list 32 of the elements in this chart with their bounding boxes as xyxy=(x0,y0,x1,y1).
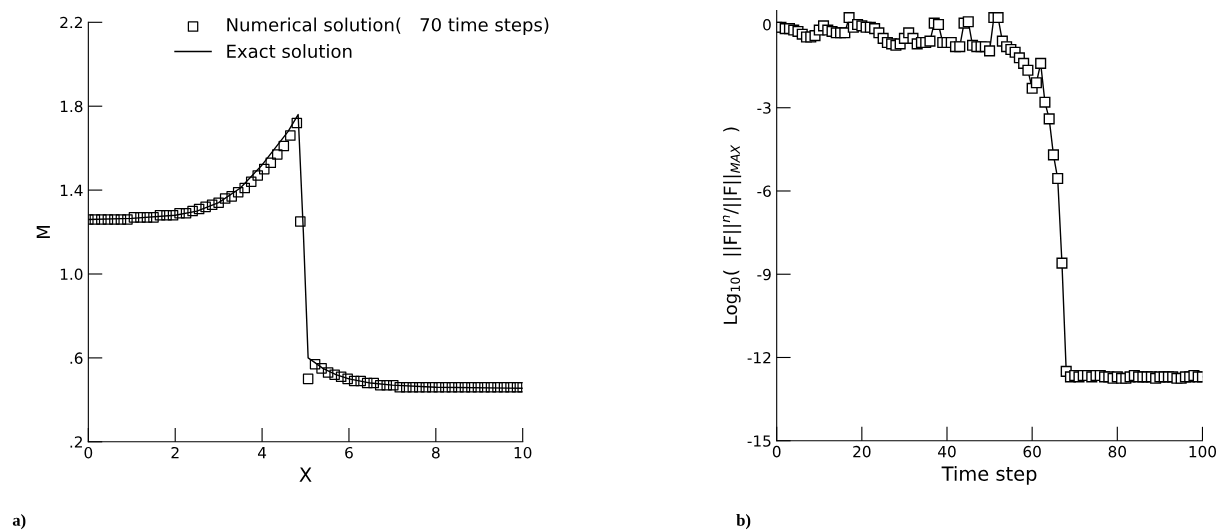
y-tick-label: .2 xyxy=(70,436,82,448)
y-tick-label: 1.8 xyxy=(60,100,83,113)
x-axis-title: X xyxy=(299,467,312,482)
y-axis-title: M xyxy=(36,226,50,239)
y-tick-label: 1.0 xyxy=(60,268,83,281)
y-tick-label: 2.2 xyxy=(60,16,82,29)
x-tick-label: 4 xyxy=(257,447,267,459)
y-tick-label: 1.4 xyxy=(60,184,83,196)
x-tick-label: 0 xyxy=(84,446,93,459)
y-tick-label: .6 xyxy=(70,352,83,364)
x-tick-label: 60 xyxy=(1023,445,1041,458)
x-tick-label: 20 xyxy=(853,445,871,458)
y-tick-label: -3 xyxy=(757,102,771,114)
legend-label: Numerical solution( 70 time steps) xyxy=(227,17,549,36)
y-axis-title: Log$_{10}$( ||F||$^{n}$/||F||$_{MAX}$ ) xyxy=(722,127,742,324)
y-tick-label: -15 xyxy=(747,435,771,447)
y-tick-label: -9 xyxy=(757,268,771,281)
x-tick-label: 40 xyxy=(938,445,956,458)
x-tick-label: 2 xyxy=(171,446,179,459)
text: a) xyxy=(12,514,26,530)
text: b) xyxy=(736,514,751,530)
x-tick-label: 8 xyxy=(432,446,440,459)
y-tick-label: -6 xyxy=(757,185,771,198)
y-tick-label: 0 xyxy=(763,18,771,31)
x-axis-title: Time step xyxy=(941,465,1037,485)
y-tick-label: -12 xyxy=(747,351,771,364)
x-tick-label: 100 xyxy=(1189,445,1217,458)
x-tick-label: 10 xyxy=(514,446,532,459)
x-tick-label: 80 xyxy=(1108,445,1127,458)
legend-label: Exact solution xyxy=(227,44,352,59)
x-tick-label: 6 xyxy=(345,446,353,459)
x-tick-label: 0 xyxy=(772,445,781,458)
